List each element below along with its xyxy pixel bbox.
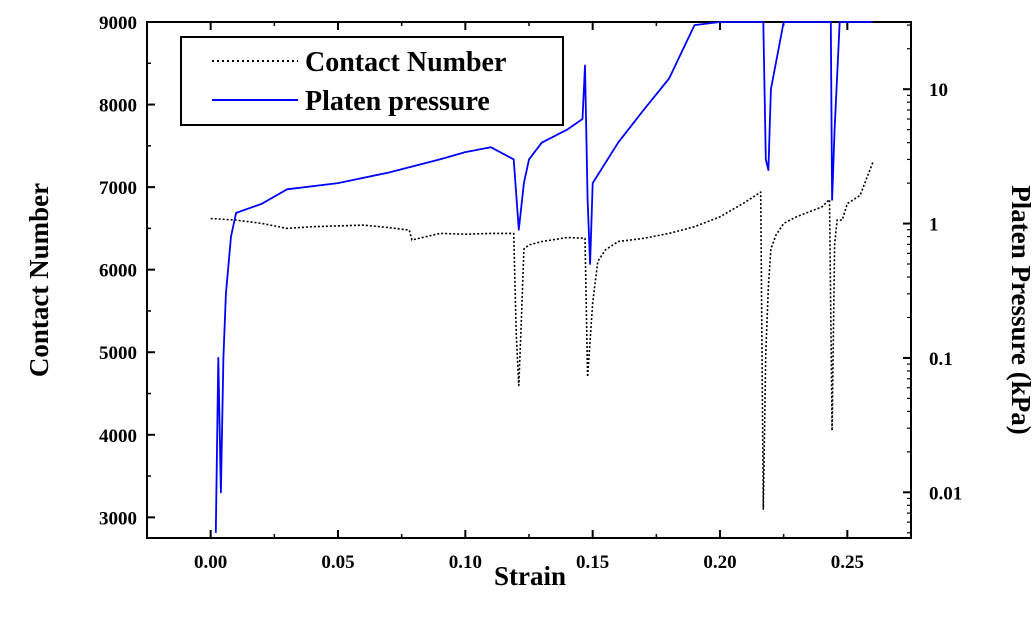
x-tick-label: 0.25: [831, 552, 864, 573]
y-tick-label: 9000: [99, 13, 137, 34]
legend-label-contact-number: Contact Number: [305, 47, 506, 78]
y2-tick-label: 0.01: [929, 483, 962, 504]
x-axis-title: Strain: [494, 561, 566, 591]
series-line-platen-pressure: [214, 21, 873, 533]
y2-axis-ticks: 0.010.11101001000: [903, 24, 962, 534]
series-layer: [210, 21, 874, 533]
y-tick-label: 8000: [99, 96, 137, 117]
legend-box: [180, 36, 564, 126]
y-axis-title: Contact Number: [24, 183, 54, 377]
x-tick-label: 0.10: [449, 552, 482, 573]
y-tick-label: 4000: [99, 426, 137, 447]
legend-label-platen-pressure: Platen pressure: [305, 86, 490, 117]
y2-tick-label: 0.1: [929, 349, 953, 370]
y-tick-label: 3000: [99, 508, 137, 529]
x-tick-label: 0.05: [321, 552, 354, 573]
y-axis-ticks: 3000 4000 5000 6000 7000 8000 9000: [99, 13, 155, 529]
y-tick-label: 5000: [99, 343, 137, 364]
x-tick-label: 0.00: [194, 552, 227, 573]
x-axis-ticks: 0.00 0.05 0.10 0.15 0.20 0.25: [146, 22, 912, 573]
y-tick-label: 7000: [99, 178, 137, 199]
y2-axis-title: Platen Pressure (kPa): [1006, 185, 1036, 434]
legend: Contact Number Platen pressure: [180, 36, 564, 126]
series-line-contact-number: [210, 162, 874, 510]
x-tick-label: 0.20: [703, 552, 736, 573]
y2-tick-label: 1: [929, 215, 939, 236]
y-tick-label: 6000: [99, 261, 137, 282]
x-tick-label: 0.15: [576, 552, 609, 573]
y2-tick-label: 10: [929, 80, 948, 101]
